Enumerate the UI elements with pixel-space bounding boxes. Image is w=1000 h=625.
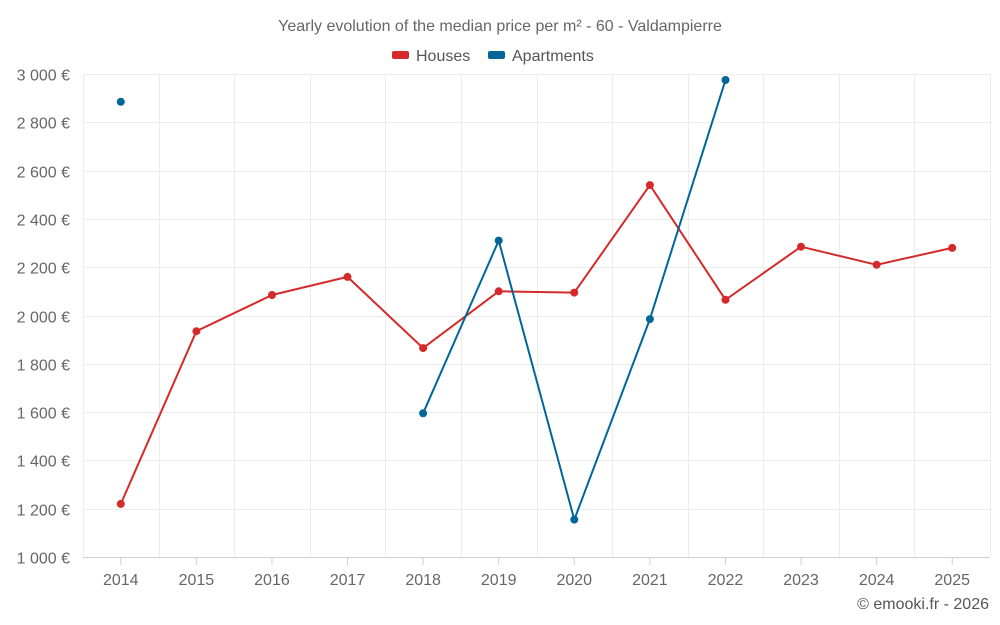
x-tick-label: 2024 <box>859 572 895 589</box>
x-tick-label: 2020 <box>556 572 592 589</box>
chart-title: Yearly evolution of the median price per… <box>278 18 722 35</box>
x-tick-label: 2019 <box>481 572 517 589</box>
x-tick-label: 2016 <box>254 572 290 589</box>
data-point-apartments-2018[interactable] <box>419 409 428 418</box>
data-point-houses-2021[interactable] <box>645 181 654 190</box>
series-layer <box>116 76 957 524</box>
series-line-houses <box>119 184 953 505</box>
y-tick-label: 1 600 € <box>17 406 70 423</box>
legend-label-apartments: Apartments <box>512 48 594 65</box>
data-point-apartments-2022[interactable] <box>721 76 730 84</box>
y-tick-label: 2 200 € <box>17 261 70 278</box>
series-line-apartments <box>422 79 727 521</box>
legend-swatch-houses <box>392 51 409 59</box>
y-tick-label: 2 400 € <box>17 213 70 230</box>
legend-item-apartments[interactable]: Apartments <box>488 48 594 65</box>
credit-text: © emooki.fr - 2026 <box>857 596 989 613</box>
x-gridlines <box>83 74 991 557</box>
series-apartments <box>116 76 730 524</box>
data-point-apartments-2021[interactable] <box>645 315 654 324</box>
y-tick-label: 1 800 € <box>17 358 70 375</box>
data-point-houses-2015[interactable] <box>192 327 201 336</box>
y-tick-label: 2 800 € <box>17 116 70 133</box>
data-point-houses-2017[interactable] <box>343 272 352 281</box>
data-point-houses-2022[interactable] <box>721 295 730 304</box>
y-axis-ticks: 1 000 € 1 200 € 1 400 € 1 600 € 1 800 € 2 000… <box>17 68 70 568</box>
y-tick-label: 2 600 € <box>17 165 70 182</box>
data-point-houses-2016[interactable] <box>268 291 276 299</box>
x-tick-label: 2014 <box>103 572 139 589</box>
data-point-houses-2018[interactable] <box>419 344 428 353</box>
x-axis-ticks: 2014 2015 2016 2017 2018 2019 2020 2021 2022 2023… <box>103 557 970 589</box>
data-point-houses-2023[interactable] <box>797 242 805 251</box>
x-tick-label: 2015 <box>179 572 215 589</box>
series-houses <box>116 181 957 508</box>
x-tick-label: 2025 <box>934 572 970 589</box>
y-tick-label: 3 000 € <box>17 68 70 85</box>
legend-label-houses: Houses <box>416 48 470 65</box>
data-point-houses-2024[interactable] <box>872 260 881 269</box>
x-tick-label: 2023 <box>783 572 819 589</box>
data-point-apartments-2014[interactable] <box>116 97 125 106</box>
data-point-houses-2020[interactable] <box>570 288 579 297</box>
x-tick-label: 2021 <box>632 572 668 589</box>
data-point-apartments-2019[interactable] <box>494 236 503 245</box>
y-tick-label: 1 200 € <box>17 503 70 520</box>
x-tick-label: 2022 <box>708 572 744 589</box>
data-point-houses-2019[interactable] <box>494 287 503 296</box>
legend-swatch-apartments <box>488 51 505 59</box>
x-tick-label: 2017 <box>330 572 366 589</box>
data-point-apartments-2020[interactable] <box>570 515 579 524</box>
data-point-houses-2014[interactable] <box>116 499 125 508</box>
data-point-houses-2025[interactable] <box>948 243 957 252</box>
legend: Houses Apartments <box>392 48 594 65</box>
x-tick-label: 2018 <box>405 572 441 589</box>
y-tick-label: 1 400 € <box>17 454 70 471</box>
legend-item-houses[interactable]: Houses <box>392 48 470 65</box>
y-tick-label: 1 000 € <box>17 551 70 568</box>
y-tick-label: 2 000 € <box>17 310 70 327</box>
